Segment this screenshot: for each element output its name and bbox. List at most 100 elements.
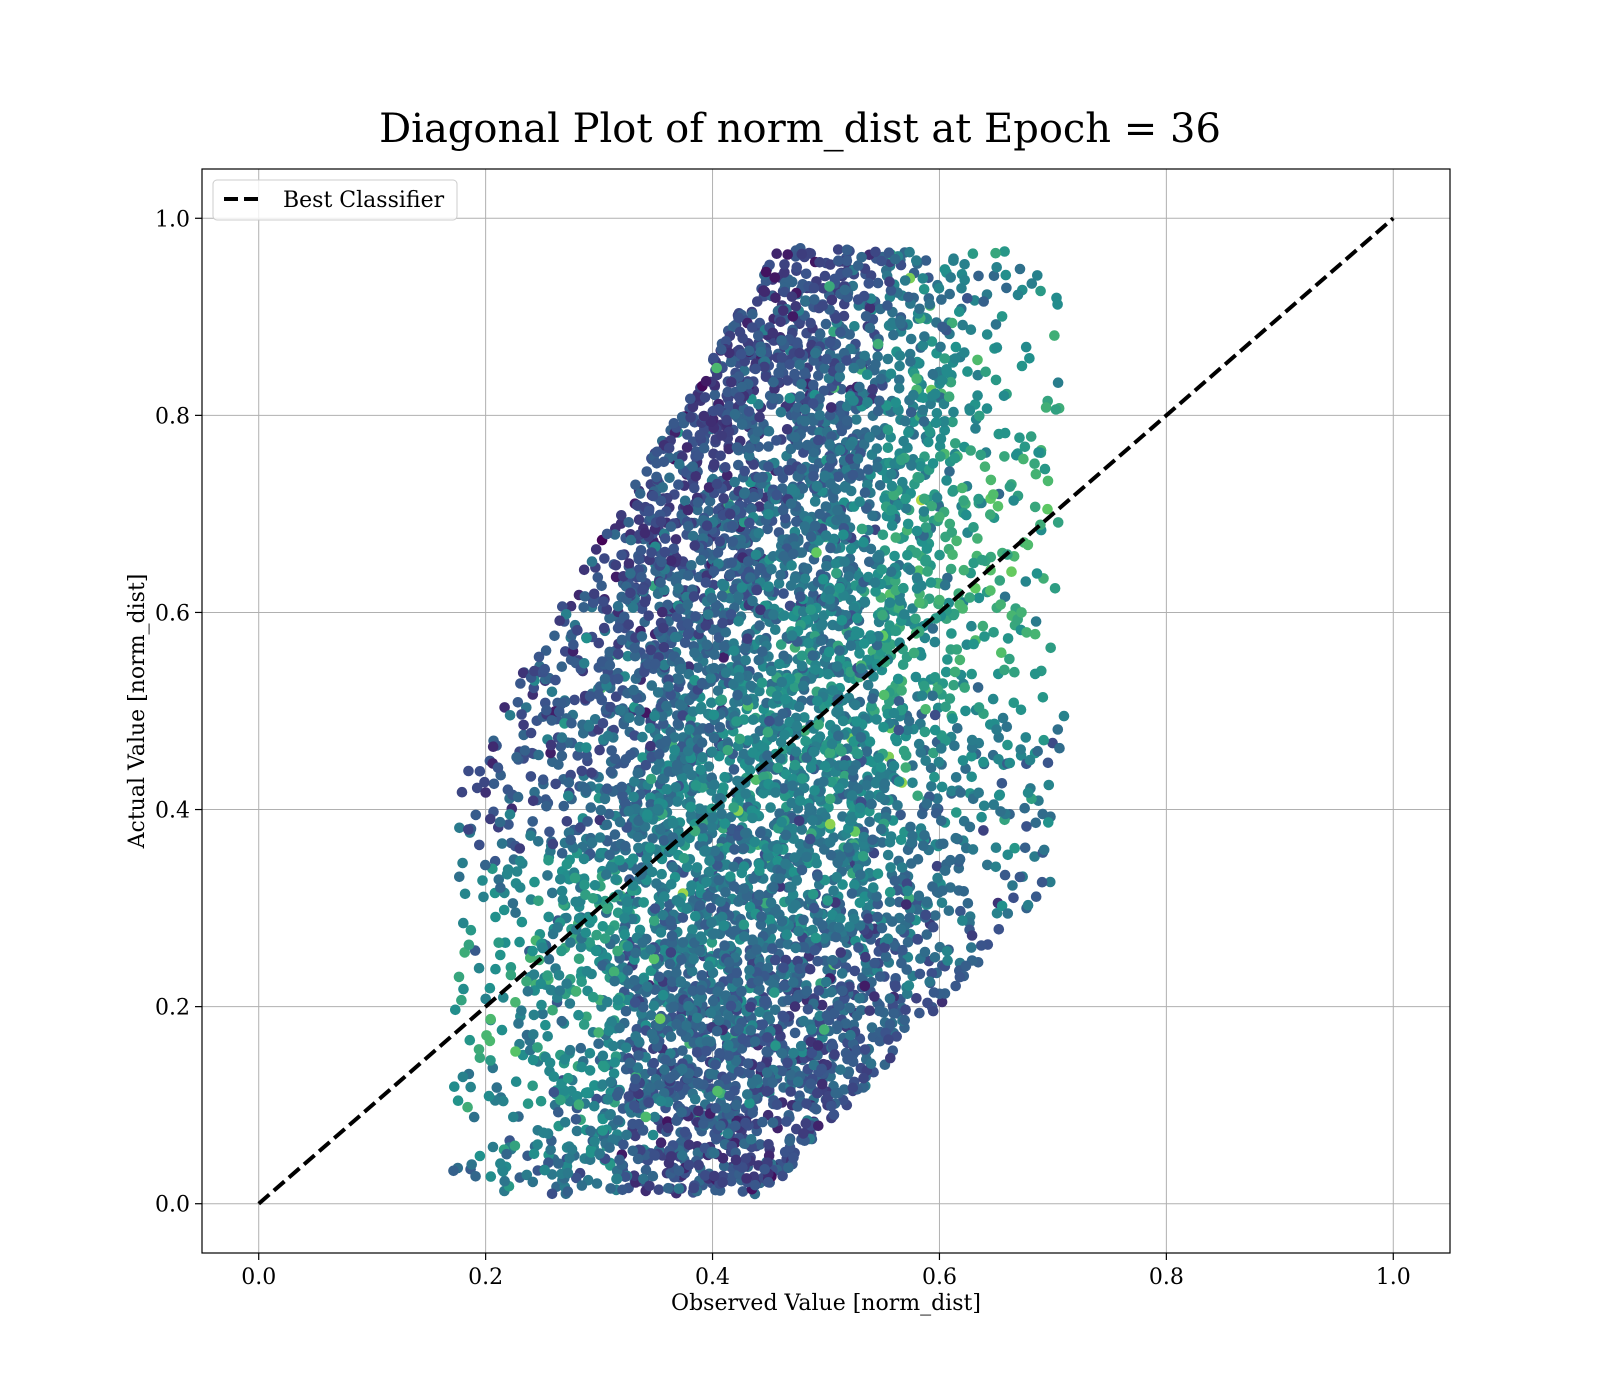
scatter-point	[920, 755, 931, 766]
scatter-point	[705, 673, 717, 684]
scatter-point	[478, 891, 489, 903]
scatter-point	[780, 694, 791, 705]
scatter-point	[819, 470, 831, 482]
scatter-point	[828, 885, 839, 896]
scatter-point	[720, 462, 731, 473]
scatter-point	[578, 602, 589, 613]
scatter-point	[480, 859, 491, 871]
scatter-point	[1042, 475, 1054, 487]
scatter-point	[590, 544, 602, 555]
scatter-point	[946, 785, 958, 797]
scatter-point	[898, 435, 909, 447]
scatter-point	[880, 951, 892, 963]
scatter-point	[933, 756, 945, 768]
scatter-point	[866, 1022, 878, 1033]
scatter-point	[763, 441, 774, 452]
scatter-point	[1009, 842, 1020, 854]
scatter-point	[504, 809, 516, 820]
scatter-point	[542, 1031, 553, 1042]
scatter-point	[514, 936, 525, 948]
scatter-point	[709, 845, 721, 857]
scatter-point	[892, 800, 903, 811]
scatter-point	[744, 1067, 755, 1079]
scatter-point	[647, 1129, 659, 1141]
scatter-point	[754, 1139, 766, 1150]
scatter-point	[612, 622, 624, 634]
scatter-point	[925, 762, 937, 774]
scatter-point	[918, 284, 930, 295]
scatter-point	[884, 896, 896, 908]
scatter-point	[835, 1064, 846, 1075]
scatter-point	[788, 977, 799, 988]
scatter-point	[766, 563, 777, 575]
scatter-point	[998, 390, 1010, 402]
scatter-point	[677, 1045, 688, 1056]
scatter-point	[835, 913, 846, 924]
scatter-point	[837, 879, 848, 890]
scatter-point	[694, 429, 706, 441]
scatter-point	[791, 262, 803, 273]
scatter-point	[718, 580, 729, 592]
scatter-point	[488, 778, 500, 790]
scatter-point	[690, 471, 702, 482]
scatter-point	[653, 1184, 665, 1195]
scatter-point	[941, 946, 953, 957]
scatter-point	[687, 401, 699, 413]
scatter-point	[457, 1071, 469, 1083]
scatter-point	[716, 430, 727, 441]
scatter-point	[565, 600, 577, 612]
scatter-point	[979, 461, 991, 473]
scatter-point	[999, 591, 1011, 603]
scatter-point	[851, 613, 863, 624]
scatter-point	[911, 572, 923, 584]
scatter-point	[842, 267, 853, 278]
scatter-point	[934, 594, 945, 606]
scatter-point	[737, 419, 748, 430]
scatter-point	[601, 783, 613, 794]
scatter-point	[884, 837, 896, 848]
scatter-point	[585, 802, 597, 813]
scatter-point	[485, 1171, 497, 1182]
scatter-point	[758, 788, 769, 799]
scatter-point	[962, 366, 973, 377]
scatter-point	[647, 833, 658, 844]
scatter-point	[926, 336, 938, 347]
scatter-point	[448, 1165, 459, 1177]
scatter-point	[911, 993, 922, 1004]
scatter-point	[732, 775, 743, 787]
scatter-point	[991, 262, 1002, 273]
scatter-point	[869, 957, 880, 969]
scatter-point	[960, 763, 971, 774]
scatter-point	[709, 389, 721, 401]
scatter-point	[789, 368, 800, 380]
scatter-point	[822, 668, 834, 680]
scatter-point	[851, 716, 862, 727]
scatter-point	[706, 697, 717, 708]
scatter-point	[543, 911, 554, 923]
scatter-point	[532, 1139, 543, 1150]
scatter-point	[781, 1116, 792, 1127]
scatter-point	[473, 962, 485, 974]
scatter-point	[886, 916, 898, 927]
scatter-point	[784, 600, 796, 612]
scatter-point	[767, 327, 779, 339]
scatter-point	[955, 787, 966, 798]
scatter-point	[585, 1125, 596, 1137]
scatter-point	[575, 822, 586, 833]
scatter-point	[477, 875, 488, 886]
scatter-point	[800, 736, 811, 747]
scatter-point	[888, 329, 899, 341]
scatter-point	[785, 1086, 796, 1097]
scatter-point	[762, 750, 773, 761]
scatter-point	[691, 862, 703, 873]
scatter-point	[775, 639, 787, 650]
scatter-point	[872, 552, 883, 563]
scatter-point	[929, 672, 941, 683]
scatter-point	[809, 785, 820, 796]
scatter-point	[944, 693, 956, 704]
scatter-point	[686, 880, 697, 891]
scatter-point	[519, 745, 531, 756]
scatter-point	[517, 667, 529, 679]
scatter-point	[474, 766, 486, 777]
scatter-point	[648, 1057, 660, 1069]
